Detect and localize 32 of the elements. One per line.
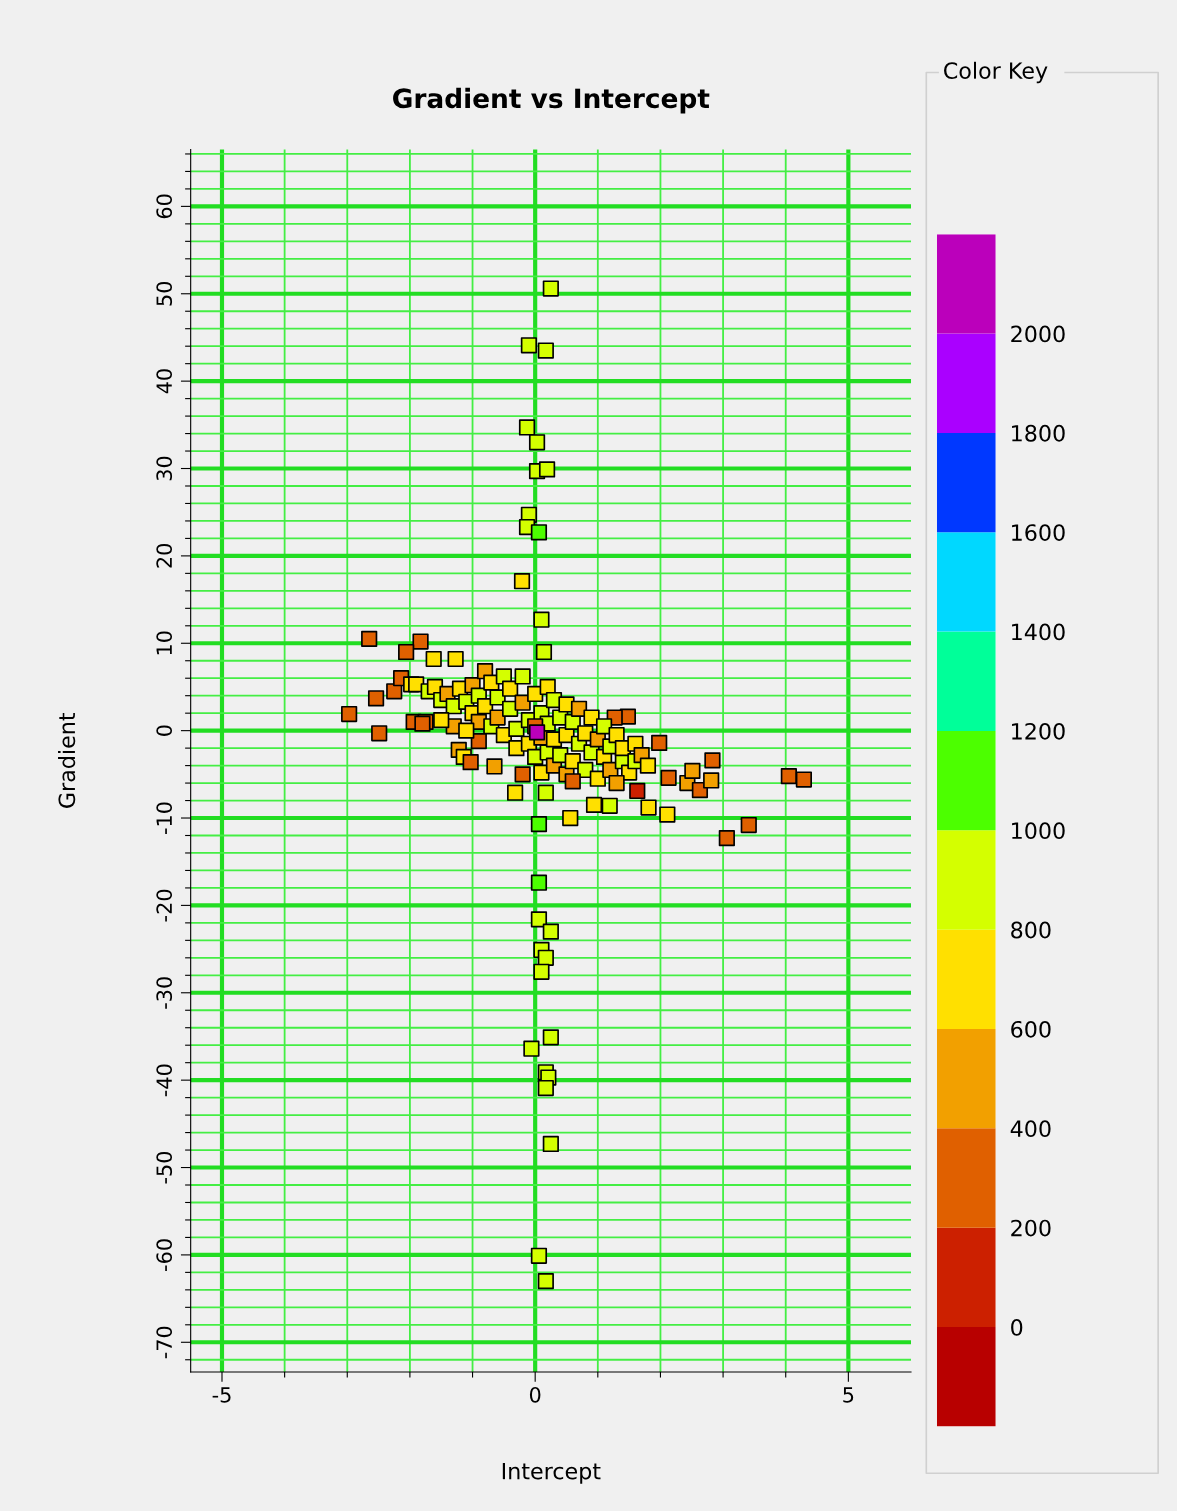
y-tick-label: 40 bbox=[156, 369, 173, 394]
y-tick-label: -50 bbox=[156, 1151, 173, 1184]
y-tick-label: 10 bbox=[156, 631, 173, 655]
color-bar-label: 400 bbox=[1010, 1120, 1051, 1138]
x-tick-label: -5 bbox=[212, 1387, 231, 1403]
color-bar-label: 1800 bbox=[1012, 424, 1065, 442]
color-bar-label: 1200 bbox=[1012, 722, 1065, 740]
y-tick-label: 50 bbox=[156, 281, 173, 306]
y-tick-label: -20 bbox=[156, 889, 173, 922]
color-bar-title: Color Key bbox=[944, 61, 1048, 84]
y-tick-label: 0 bbox=[156, 725, 173, 736]
x-axis-title: Intercept bbox=[502, 1462, 601, 1484]
color-bar-label: 1600 bbox=[1012, 524, 1065, 542]
y-tick-label: -30 bbox=[156, 977, 173, 1009]
y-axis-title: Gradient bbox=[58, 712, 76, 808]
chart-title: Gradient vs Intercept bbox=[393, 87, 710, 114]
y-tick-label: -70 bbox=[156, 1326, 173, 1359]
color-bar-label: 200 bbox=[1011, 1219, 1051, 1237]
color-bar-label: 1400 bbox=[1012, 623, 1065, 641]
color-bar-label: 2000 bbox=[1011, 325, 1065, 343]
y-tick-label: -60 bbox=[156, 1239, 173, 1271]
y-tick-label: 60 bbox=[156, 194, 173, 219]
y-tick-label: -40 bbox=[156, 1064, 173, 1097]
color-bar-label: 800 bbox=[1011, 921, 1051, 939]
color-bar-label: 600 bbox=[1011, 1020, 1051, 1038]
y-tick-label: -10 bbox=[156, 802, 173, 835]
color-bar-label: 1000 bbox=[1012, 822, 1065, 840]
x-tick-label: 5 bbox=[843, 1387, 854, 1403]
y-tick-label: 30 bbox=[156, 456, 173, 481]
y-tick-label: 20 bbox=[156, 544, 173, 568]
color-bar-label: 0 bbox=[1011, 1318, 1023, 1336]
x-tick-label: 0 bbox=[529, 1386, 541, 1403]
